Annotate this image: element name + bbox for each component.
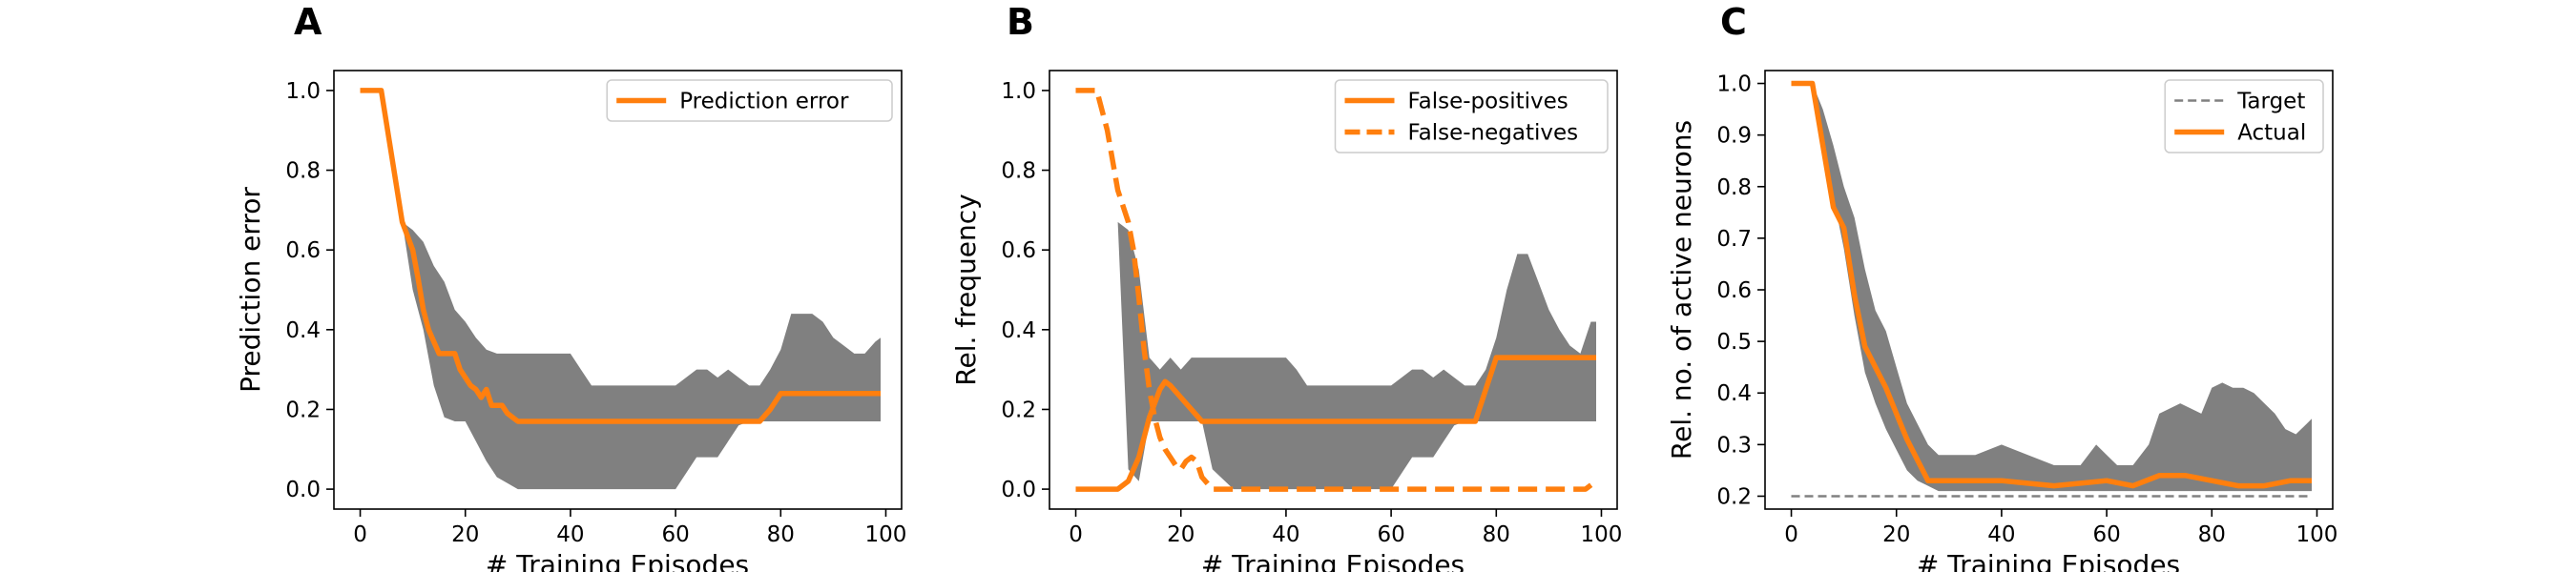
x-tick-label: 100 xyxy=(865,522,907,547)
legend-label: Actual xyxy=(2237,121,2306,146)
y-axis-label-b: Rel. frequency xyxy=(950,194,982,385)
y-tick-label: 0.8 xyxy=(1001,159,1036,184)
ticks-b: 0 20 40 60 80 100 0.0 0.2 0.4 0.6 0.8 1.0 xyxy=(1001,79,1622,547)
x-axis-label-a: # Training Episodes xyxy=(486,549,749,572)
legend-a: Prediction error xyxy=(606,79,893,122)
legend-box xyxy=(606,79,893,122)
x-tick-label: 0 xyxy=(353,522,367,547)
y-tick-label: 0.0 xyxy=(285,478,321,502)
y-tick-label: 0.6 xyxy=(285,238,321,263)
y-tick-label: 0.9 xyxy=(1716,124,1752,149)
legend-box xyxy=(1334,79,1609,153)
y-tick-label: 0.8 xyxy=(1716,175,1752,200)
ticks-c: 0 20 40 60 80 100 0.2 0.3 0.4 0.5 0.6 0.7 0.8 0.9 1.0 xyxy=(1716,72,2337,547)
legend-label: False-negatives xyxy=(1408,121,1579,146)
legend-label: Prediction error xyxy=(679,90,849,114)
x-tick-label: 60 xyxy=(661,522,689,547)
plot-area-b xyxy=(1075,88,1598,492)
y-tick-label: 0.7 xyxy=(1716,227,1752,252)
series-line-c-actual xyxy=(1791,80,2312,489)
x-tick-label: 20 xyxy=(1167,522,1195,547)
panel-b: B 0 20 40 60 80 100 0.0 0.2 0.4 0.6 0.8 1.0 # Train… xyxy=(950,1,1622,572)
y-tick-label: 0.4 xyxy=(1001,318,1036,343)
y-tick-label: 0.6 xyxy=(1716,278,1752,303)
y-tick-label: 0.2 xyxy=(1001,398,1036,422)
x-tick-label: 0 xyxy=(1784,522,1798,547)
legend-b: False-positives False-negatives xyxy=(1334,79,1609,153)
legend-c: Target Actual xyxy=(2164,79,2324,153)
confidence-band-c xyxy=(1812,83,2312,492)
ticks-a: 0 20 40 60 80 100 0.0 0.2 0.4 0.6 0.8 1.0 xyxy=(285,79,906,547)
x-tick-label: 20 xyxy=(1882,522,1910,547)
axes-frame-a xyxy=(333,70,903,510)
series-line-a-prediction-error xyxy=(360,88,881,424)
legend-label: Target xyxy=(2236,90,2305,114)
panel-label-b: B xyxy=(1007,1,1034,43)
y-tick-label: 0.2 xyxy=(1716,484,1752,509)
x-axis-label-b: # Training Episodes xyxy=(1201,549,1465,572)
y-tick-label: 0.6 xyxy=(1001,238,1036,263)
x-tick-label: 80 xyxy=(2198,522,2226,547)
y-tick-label: 0.4 xyxy=(1716,381,1752,406)
x-tick-label: 100 xyxy=(2296,522,2338,547)
y-tick-label: 0.2 xyxy=(285,398,321,422)
x-tick-label: 80 xyxy=(1483,522,1510,547)
plot-area-a xyxy=(360,88,881,490)
y-tick-label: 0.8 xyxy=(285,159,321,184)
x-tick-label: 20 xyxy=(451,522,479,547)
legend-label: False-positives xyxy=(1408,90,1568,114)
x-tick-label: 60 xyxy=(2092,522,2120,547)
y-tick-label: 1.0 xyxy=(1716,72,1752,97)
y-axis-label-c: Rel. no. of active neurons xyxy=(1666,120,1697,460)
panel-a: A 0 20 40 60 80 100 0.0 0.2 0.4 0.6 0.8 1.0 # Train… xyxy=(235,1,906,572)
x-tick-label: 40 xyxy=(1987,522,2015,547)
x-tick-label: 40 xyxy=(556,522,584,547)
y-tick-label: 1.0 xyxy=(285,79,321,104)
x-tick-label: 80 xyxy=(767,522,795,547)
panel-c: C 0 20 40 60 80 100 0.2 0.3 0.4 0.5 0.6 0.7 0.8 0.9 1.… xyxy=(1666,1,2337,572)
panel-label-c: C xyxy=(1720,1,1747,43)
y-tick-label: 0.0 xyxy=(1001,478,1036,502)
y-tick-label: 0.5 xyxy=(1716,330,1752,355)
axes-frame-b xyxy=(1049,70,1618,510)
y-tick-label: 0.4 xyxy=(285,318,321,343)
x-tick-label: 40 xyxy=(1272,522,1299,547)
y-tick-label: 1.0 xyxy=(1001,79,1036,104)
series-line-b-false-negatives xyxy=(1075,88,1598,492)
x-axis-label-c: # Training Episodes xyxy=(1917,549,2180,572)
confidence-band-a xyxy=(402,221,881,490)
y-tick-label: 0.3 xyxy=(1716,433,1752,458)
y-axis-label-a: Prediction error xyxy=(235,187,266,393)
panel-label-a: A xyxy=(294,1,322,43)
x-tick-label: 100 xyxy=(1581,522,1623,547)
series-line-b-false-positives xyxy=(1075,355,1596,492)
x-tick-label: 60 xyxy=(1377,522,1404,547)
plot-area-c xyxy=(1791,80,2312,498)
x-tick-label: 0 xyxy=(1069,522,1083,547)
